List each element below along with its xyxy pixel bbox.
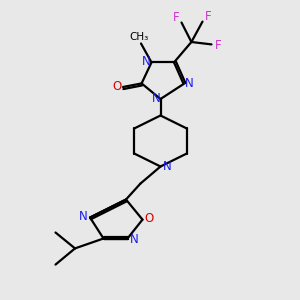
Text: N: N [142,55,151,68]
Text: F: F [205,10,211,23]
Text: F: F [173,11,179,24]
Text: N: N [163,160,172,173]
Text: O: O [145,212,154,226]
Text: CH₃: CH₃ [130,32,149,42]
Text: F: F [215,39,221,52]
Text: O: O [112,80,122,93]
Text: N: N [130,232,139,246]
Text: N: N [152,92,160,105]
Text: N: N [184,77,194,90]
Text: N: N [79,210,88,224]
